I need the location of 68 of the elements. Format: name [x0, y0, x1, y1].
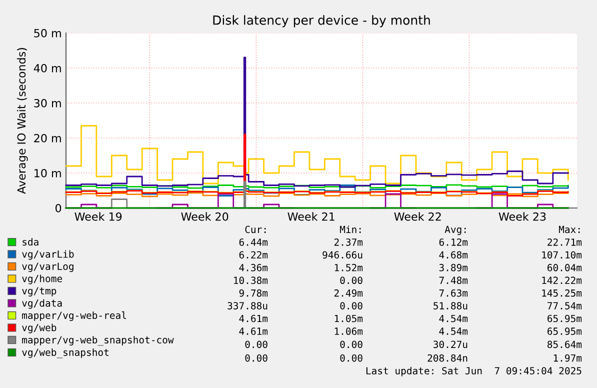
text: 77.54m [548, 302, 582, 310]
text: 65.95m [548, 328, 582, 335]
text: 4.61m [239, 314, 268, 322]
text: 0.00 [245, 354, 268, 362]
text: 145.25m [542, 289, 582, 297]
legend-label: vg/web_snapshot [22, 348, 108, 358]
text: 2.49m [334, 289, 363, 297]
y-axis-title: Average IO Wait (seconds) [17, 48, 28, 194]
text: 1.05m [334, 314, 363, 322]
text: 0.00 [340, 340, 362, 348]
text: 1.06m [334, 328, 363, 335]
legend-label: mapper/vg-web-real [22, 311, 126, 321]
text: 51.88u [434, 302, 468, 310]
text: 0.00 [340, 302, 362, 310]
x-tick-label: Week 21 [288, 212, 334, 221]
text: 946.66u [322, 251, 362, 259]
text: Min: [340, 226, 361, 233]
text: 142.22m [542, 276, 582, 284]
text: 4.36m [239, 264, 268, 272]
y-tick-label: 10 m [34, 168, 61, 178]
text: Cur: [245, 226, 266, 234]
legend-label: sda [22, 238, 38, 246]
text: Avg: [444, 226, 466, 236]
text: 85.64m [548, 340, 582, 348]
text: 10.38m [234, 276, 268, 284]
text: 0.00 [245, 340, 268, 348]
text: 337.88u [228, 302, 268, 310]
legend-label: vg/home [22, 274, 62, 284]
x-tick-label: Week 22 [394, 212, 441, 221]
text: Max: [558, 226, 580, 234]
text: 4.54m [439, 314, 468, 322]
y-tick-label: 20 m [34, 134, 61, 142]
chart-title: Disk latency per device - by month [213, 15, 430, 28]
text: 1.52m [334, 264, 363, 272]
text: 65.95m [548, 314, 582, 322]
y-tick-label: 50 m [34, 28, 61, 38]
y-tick-label: 30 m [34, 98, 61, 108]
text: 0.00 [340, 276, 362, 284]
text: 3.89m [439, 264, 468, 272]
legend-label: vg/data [22, 299, 62, 309]
text: Last update: Sat Jun 7 09:45:04 2025 [366, 366, 582, 376]
text: 6.22m [239, 251, 268, 259]
text: 6.12m [439, 238, 468, 246]
legend-label: vg/web [22, 324, 56, 334]
y-tick-label: 40 m [34, 64, 61, 72]
text: 208.84n [428, 354, 468, 362]
text: 1.97m [554, 354, 582, 362]
text: 2.37m [334, 238, 363, 246]
text: 4.68m [439, 251, 468, 259]
legend-label: vg/tmp [22, 287, 56, 296]
x-tick-label: Week 19 [74, 212, 122, 221]
x-tick-label: Week 20 [181, 212, 228, 221]
legend-label: mapper/vg-web_snapshot-cow [22, 336, 174, 346]
text: 4.61m [239, 328, 268, 335]
y-tick-label: 0 [55, 204, 62, 212]
text: 7.48m [439, 276, 468, 284]
text: 107.10m [542, 251, 582, 259]
text: 4.54m [439, 328, 468, 335]
text: 7.63m [439, 289, 468, 297]
legend-label: vg/varLib [22, 250, 74, 260]
text: 9.78m [239, 289, 268, 297]
text: 30.27u [434, 340, 468, 348]
text: 6.44m [239, 238, 268, 246]
text: 60.04m [548, 264, 582, 272]
text: 0.00 [340, 354, 362, 362]
text: 22.71m [548, 238, 582, 246]
legend-label: vg/varLog [22, 262, 74, 272]
x-tick-label: Week 23 [498, 212, 546, 221]
